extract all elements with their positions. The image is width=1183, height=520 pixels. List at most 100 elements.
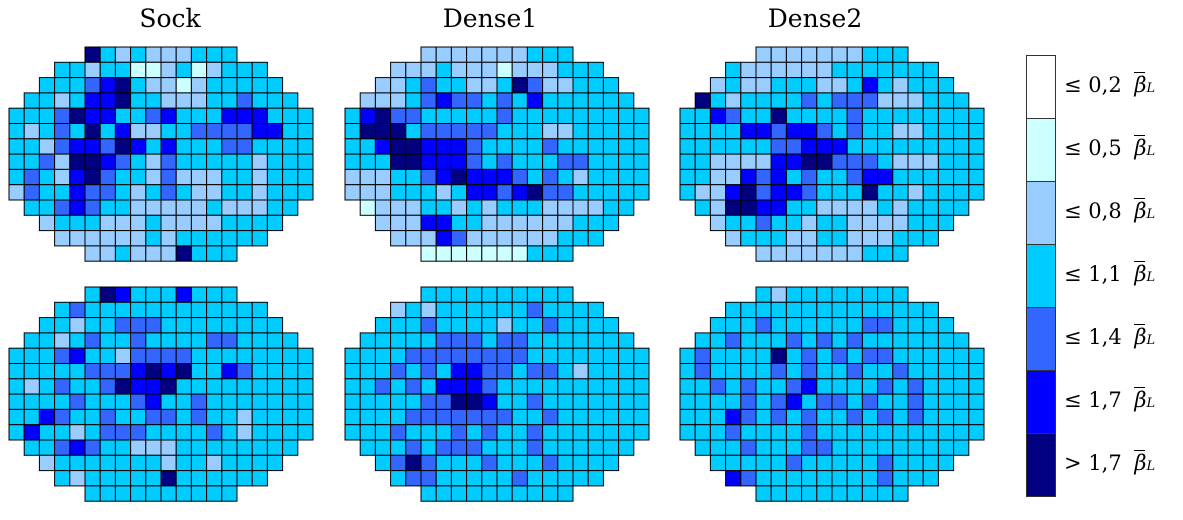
heatmap-cell bbox=[374, 77, 392, 94]
heatmap-cell bbox=[359, 199, 376, 216]
heatmap-cell bbox=[602, 363, 620, 380]
heatmap-cell bbox=[831, 424, 848, 441]
heatmap-cell bbox=[160, 485, 177, 502]
heatmap-cell bbox=[420, 92, 437, 109]
heatmap-cell bbox=[770, 485, 787, 502]
heatmap-cell bbox=[114, 286, 132, 303]
heatmap-cell bbox=[221, 454, 238, 472]
heatmap-cell bbox=[557, 46, 574, 63]
heatmap-cell bbox=[725, 138, 742, 155]
heatmap-cell bbox=[740, 332, 757, 349]
heatmap-cell bbox=[526, 301, 544, 319]
heatmap-cell bbox=[953, 408, 970, 426]
heatmap-cell bbox=[892, 168, 909, 186]
heatmap-cell bbox=[801, 301, 818, 319]
heatmap-cell bbox=[99, 107, 116, 124]
heatmap-cell bbox=[618, 92, 635, 109]
heatmap-cell bbox=[633, 378, 650, 395]
heatmap-cell bbox=[390, 317, 407, 334]
heatmap-cell bbox=[282, 347, 299, 365]
heatmap-cell bbox=[84, 470, 101, 487]
heatmap-cell bbox=[38, 363, 56, 380]
heatmap-cell bbox=[114, 301, 132, 319]
heatmap-cell bbox=[435, 301, 452, 319]
heatmap-cell bbox=[54, 61, 71, 79]
heatmap-cell bbox=[69, 332, 86, 349]
heatmap-cell bbox=[755, 230, 772, 247]
heatmap-cell bbox=[435, 107, 452, 124]
heatmap-cell bbox=[740, 153, 757, 170]
heatmap-cell bbox=[725, 424, 742, 441]
legend-label-4: ≤ 1,4 βL bbox=[1064, 325, 1156, 349]
heatmap-cell bbox=[99, 77, 116, 94]
heatmap-cell bbox=[481, 393, 498, 410]
heatmap-cell bbox=[160, 46, 177, 63]
heatmap-cell bbox=[907, 168, 924, 186]
heatmap-cell bbox=[557, 107, 574, 124]
heatmap-cell bbox=[221, 138, 238, 155]
heatmap-cell bbox=[526, 378, 544, 395]
heatmap-cell bbox=[481, 184, 498, 201]
heatmap-cell bbox=[297, 378, 314, 395]
heatmap-cell bbox=[922, 470, 939, 487]
heatmap-cell bbox=[618, 424, 635, 441]
heatmap-cell bbox=[831, 123, 848, 140]
heatmap-cell bbox=[801, 168, 818, 186]
heatmap-cell bbox=[84, 363, 101, 380]
heatmap-cell bbox=[511, 138, 528, 155]
heatmap-cell bbox=[190, 485, 208, 502]
heatmap-cell bbox=[633, 138, 650, 155]
heatmap-cell bbox=[344, 408, 361, 426]
heatmap-cell bbox=[907, 347, 924, 365]
heatmap-cell bbox=[160, 245, 177, 262]
heatmap-cell bbox=[816, 332, 833, 349]
heatmap-cell bbox=[390, 123, 407, 140]
heatmap-cell bbox=[420, 378, 437, 395]
heatmap-cell bbox=[557, 123, 574, 140]
heatmap-cell bbox=[99, 470, 116, 487]
heatmap-cell bbox=[435, 77, 452, 94]
heatmap-cell bbox=[405, 153, 422, 170]
heatmap-cell bbox=[175, 347, 192, 365]
heatmap-cell bbox=[755, 393, 772, 410]
heatmap-cell bbox=[175, 424, 192, 441]
heatmap-cell bbox=[190, 378, 208, 395]
heatmap-cell bbox=[755, 184, 772, 201]
heatmap-cell bbox=[405, 92, 422, 109]
heatmap-cell bbox=[84, 347, 101, 365]
heatmap-cell bbox=[740, 199, 757, 216]
heatmap-cell bbox=[953, 184, 970, 201]
heatmap-cell bbox=[542, 92, 559, 109]
heatmap-cell bbox=[831, 107, 848, 124]
heatmap-cell bbox=[907, 408, 924, 426]
heatmap-cell bbox=[266, 378, 284, 395]
heatmap-cell bbox=[236, 184, 253, 201]
heatmap-cell bbox=[846, 184, 863, 201]
heatmap-cell bbox=[481, 317, 498, 334]
heatmap-cell bbox=[633, 363, 650, 380]
heatmap-cell bbox=[679, 424, 696, 441]
heatmap-cell bbox=[877, 230, 894, 247]
heatmap-cell bbox=[84, 393, 101, 410]
heatmap-cell bbox=[755, 61, 772, 79]
heatmap-cell bbox=[190, 123, 208, 140]
heatmap-cell bbox=[175, 123, 192, 140]
heatmap-cell bbox=[861, 485, 879, 502]
heatmap-cell bbox=[420, 153, 437, 170]
heatmap-cell bbox=[405, 301, 422, 319]
heatmap-cell bbox=[435, 470, 452, 487]
heatmap-cell bbox=[420, 107, 437, 124]
heatmap-cell bbox=[511, 123, 528, 140]
heatmap-cell bbox=[922, 214, 939, 232]
heatmap-cell bbox=[907, 301, 924, 319]
heatmap-cell bbox=[190, 393, 208, 410]
heatmap-cell bbox=[785, 230, 803, 247]
heatmap-cell bbox=[175, 378, 192, 395]
heatmap-cell bbox=[770, 439, 787, 456]
heatmap-cell bbox=[99, 245, 116, 262]
heatmap-cell bbox=[602, 92, 620, 109]
heatmap-cell bbox=[435, 184, 452, 201]
heatmap-cell bbox=[390, 408, 407, 426]
legend-swatch-6 bbox=[1026, 433, 1056, 497]
heatmap-cell bbox=[130, 61, 147, 79]
